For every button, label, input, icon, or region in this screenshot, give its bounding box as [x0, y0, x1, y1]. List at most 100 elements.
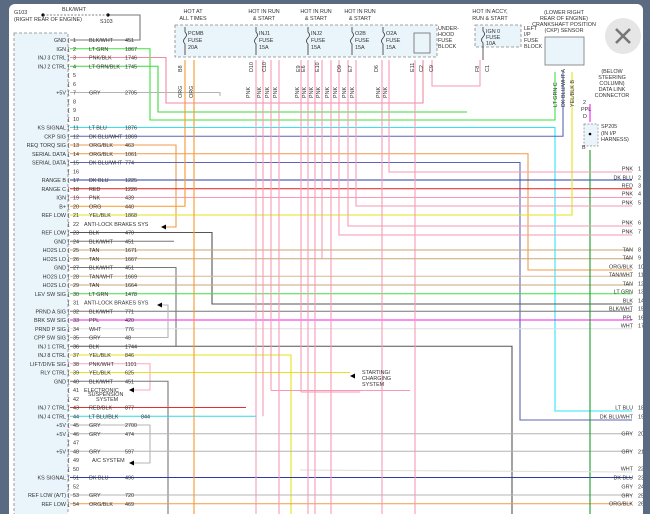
fuse-terminal: D9 — [337, 65, 343, 72]
pin-function-label: CPP SW SIG — [34, 336, 66, 342]
fuse-terminal: E9 — [296, 65, 302, 72]
arrow-icon — [129, 387, 134, 393]
wiring-diagram-viewer: G103 (RIGHT REAR OF ENGINE) BLK/WHT S103 GND… — [9, 4, 643, 514]
right-pin-number: 4 — [638, 192, 641, 198]
pin-number: 5 — [73, 73, 76, 79]
circuit-number: 1745 — [125, 64, 137, 70]
pin-number: 50 — [73, 467, 79, 473]
data-link-connector-label: STEERING — [598, 75, 626, 81]
ip-block-label: BLOCK — [524, 44, 543, 50]
pin-function-label: SERIAL DATA — [32, 152, 66, 158]
pin-function-label: REF LOW — [41, 502, 66, 508]
circuit-number: 1746 — [125, 56, 137, 62]
fuse-name: O2B — [355, 31, 366, 37]
pin-function-label: INJ 1 CTRL — [38, 344, 66, 350]
fuse-icon — [350, 27, 354, 55]
ip-block-label: FUSE — [524, 38, 539, 44]
pin-number: 38 — [73, 362, 79, 368]
ckp-sensor-label: (CKP) SENSOR — [545, 28, 584, 34]
connector-bracket: [ — [68, 502, 70, 508]
connector-bracket: [ — [68, 239, 70, 245]
connector-bracket: [ — [68, 134, 70, 140]
pin-function-label: +5V — [56, 91, 66, 97]
wire-color-label: GRY — [89, 336, 101, 342]
pin-number: 45 — [73, 423, 79, 429]
pin-number: 53 — [73, 493, 79, 499]
wire-color-label: BLK/WHT — [89, 309, 114, 315]
fuse-wire-color: PNK — [325, 87, 331, 98]
fuse-terminal: C9 — [429, 65, 435, 72]
connector-bracket: [ — [68, 292, 70, 298]
fuse-label: FUSE — [311, 38, 326, 44]
arrow-icon — [161, 224, 166, 230]
wire-color-label: DK BLU — [89, 178, 109, 184]
fuse-terminal: D10 — [249, 62, 255, 72]
circuit-number: 439 — [125, 196, 134, 202]
underhood-block-label: FUSE — [438, 38, 453, 44]
right-wire-color: WHT — [621, 324, 634, 330]
wire-color-label: PPL — [89, 318, 99, 324]
fuse-power-label: ALL TIMES — [179, 16, 207, 22]
connector-bracket: [ — [68, 301, 70, 307]
right-wire-color: WHT — [621, 467, 634, 473]
circuit-number: 451 — [125, 266, 134, 272]
fuse-label: FUSE — [259, 38, 274, 44]
suspension-label: SUSPENSION — [88, 392, 123, 398]
fuse-terminal: E7 — [348, 65, 354, 72]
pin-number: 22 — [73, 222, 79, 228]
right-wire-color: RED — [622, 184, 633, 190]
wire-color-label: ORG/BLK — [89, 502, 113, 508]
right-pin-number: 10 — [638, 265, 643, 271]
pin-function-label: +5V — [56, 432, 66, 438]
pin-number: 15 — [73, 161, 79, 167]
underhood-block-label: BLOCK — [438, 44, 457, 50]
pin-function-label: REQ TORQ SIG — [27, 143, 66, 149]
circuit-number: 1225 — [125, 178, 137, 184]
connector-bracket: [ — [68, 126, 70, 132]
arrow-icon — [129, 460, 134, 466]
pin-number: 34 — [73, 327, 79, 333]
pin-function-label: RLY CTRL — [40, 371, 66, 377]
pin-number: 37 — [73, 353, 79, 359]
fuse-name: INJ2 — [311, 31, 322, 37]
close-button[interactable] — [605, 18, 641, 54]
data-link-connector-label: DATA LINK — [599, 87, 626, 93]
right-pin-number: 1 — [638, 167, 641, 173]
fuse-power-label: HOT IN RUN — [248, 9, 279, 15]
right-wire-color: ORG/BLK — [609, 502, 633, 508]
fuse-rating: 20A — [188, 45, 198, 51]
right-pin-number: 12 — [638, 282, 643, 288]
pin-function-label: PRND A SIG — [35, 309, 66, 315]
fuse-power-label: & START — [253, 16, 276, 22]
wire-lt-grn-blk — [70, 65, 467, 113]
fuse-wire-color: PNK — [350, 87, 356, 98]
right-wire-color: ORG/BLK — [609, 265, 633, 271]
connector-bracket: [ — [68, 187, 70, 193]
connector-bracket: [ — [68, 231, 70, 237]
right-pin-number: 16 — [638, 316, 643, 322]
circuit-number: 1744 — [125, 344, 137, 350]
fuse-wire-color: PNK — [309, 87, 315, 98]
connector-bracket: [ — [68, 327, 70, 333]
right-wire-color: GRY — [621, 432, 633, 438]
fuse-wire-color: ORG — [189, 86, 195, 98]
data-link-connector-label: COLUMN) — [599, 81, 624, 87]
ip-fuse-block — [474, 24, 522, 48]
connector-bracket: [ — [68, 432, 70, 438]
connector-bracket: [ — [68, 379, 70, 385]
pin-function-label: HO2S LO — [43, 283, 66, 289]
fuse-power-label: & START — [305, 16, 328, 22]
pin-number: 2 — [73, 47, 76, 53]
pin-function-label: IGN — [56, 196, 66, 202]
pin-number: 36 — [73, 344, 79, 350]
g103-location: (RIGHT REAR OF ENGINE) — [14, 17, 82, 23]
right-pin-number: 19 — [638, 415, 643, 421]
right-wire-color: DK BLU — [614, 476, 634, 482]
pin-function-label: LEV SW SIG — [35, 292, 66, 298]
pin-function-label: INJ 8 CTRL — [38, 353, 66, 359]
pin-function-label: SERIAL DATA — [32, 161, 66, 167]
fuse-rating: 15A — [259, 45, 269, 51]
fuse-wire-color: PNK — [333, 87, 339, 98]
right-pin-number: 17 — [638, 324, 643, 330]
wire-pnk-ign0 — [431, 60, 481, 87]
